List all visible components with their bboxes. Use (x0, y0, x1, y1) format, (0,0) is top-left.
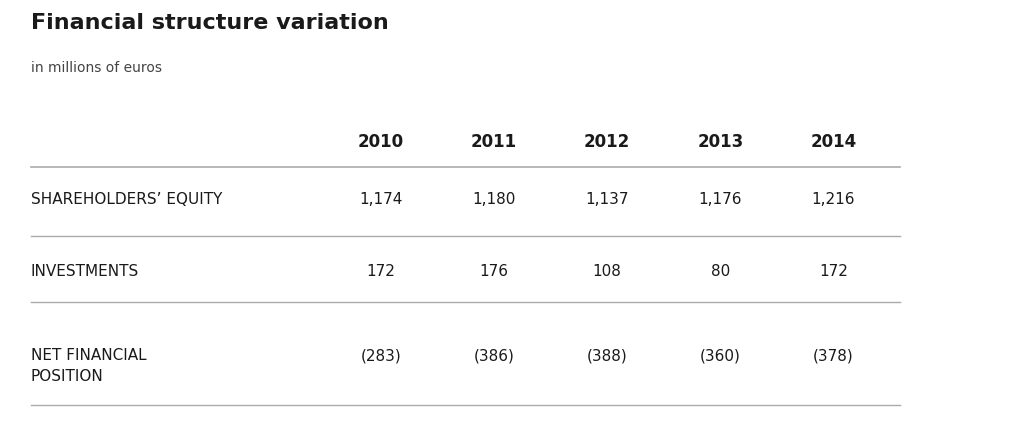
Text: (388): (388) (587, 348, 628, 363)
Text: 1,180: 1,180 (472, 192, 516, 207)
Text: 80: 80 (711, 264, 730, 279)
Text: 2012: 2012 (584, 133, 630, 151)
Text: 1,176: 1,176 (699, 192, 742, 207)
Text: INVESTMENTS: INVESTMENTS (31, 264, 139, 279)
Text: 1,137: 1,137 (586, 192, 629, 207)
Text: (360): (360) (700, 348, 741, 363)
Text: (386): (386) (473, 348, 514, 363)
Text: in millions of euros: in millions of euros (31, 61, 162, 75)
Text: NET FINANCIAL
POSITION: NET FINANCIAL POSITION (31, 348, 146, 384)
Text: 172: 172 (366, 264, 395, 279)
Text: 172: 172 (819, 264, 848, 279)
Text: 2011: 2011 (471, 133, 517, 151)
Text: SHAREHOLDERS’ EQUITY: SHAREHOLDERS’ EQUITY (31, 192, 222, 207)
Text: 2014: 2014 (811, 133, 856, 151)
Text: 2010: 2010 (358, 133, 403, 151)
Text: (283): (283) (360, 348, 401, 363)
Text: (378): (378) (813, 348, 854, 363)
Text: Financial structure variation: Financial structure variation (31, 13, 389, 32)
Text: 108: 108 (593, 264, 622, 279)
Text: 176: 176 (480, 264, 508, 279)
Text: 1,174: 1,174 (359, 192, 402, 207)
Text: 2013: 2013 (698, 133, 743, 151)
Text: 1,216: 1,216 (812, 192, 855, 207)
